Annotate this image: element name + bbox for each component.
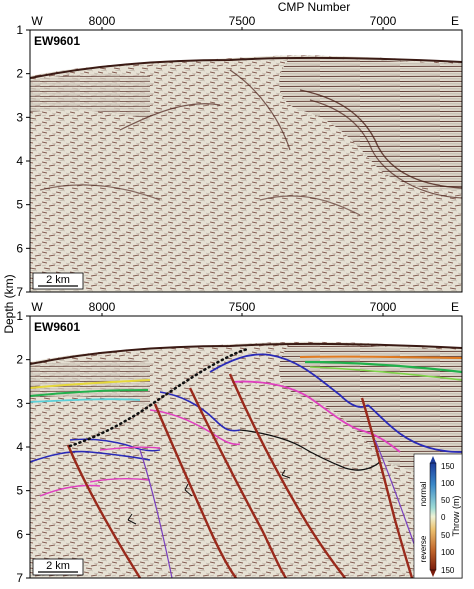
fault-lines <box>66 373 414 578</box>
west-label-bottom: W <box>31 300 43 314</box>
cmp-axis-title: CMP Number <box>278 0 350 14</box>
bottom-panel: W E 8000 7500 7000 <box>29 300 463 579</box>
horizon-blue-upper <box>209 353 369 408</box>
throw-colorbar: normal reverse 150 100 50 0 50 100 150 T… <box>413 453 463 579</box>
east-label: E <box>451 14 459 28</box>
depth-axis: Depth (km) 1 2 3 4 5 6 7 1 2 3 4 5 6 7 <box>2 23 30 585</box>
depth-bottom-tick-label-1: 1 <box>16 309 23 323</box>
svg-text:50: 50 <box>441 531 450 540</box>
horizon-orange <box>299 355 462 359</box>
depth-top-tick-label-6: 6 <box>16 241 23 255</box>
depth-axis-label: Depth (km) <box>2 274 16 333</box>
thrust-front <box>68 347 250 448</box>
cmp-tick-7500-bottom: 7500 <box>229 300 256 314</box>
depth-ticks-bottom: 1 2 3 4 5 6 7 <box>16 309 30 585</box>
horizon-cyan <box>30 398 141 403</box>
horizon-green <box>304 360 462 374</box>
horizon-black <box>239 429 381 471</box>
bottom-line-label: EW9601 <box>34 320 80 334</box>
svg-text:150: 150 <box>441 566 455 575</box>
depth-bottom-tick-label-5: 5 <box>16 484 23 498</box>
depth-top-tick-label-2: 2 <box>16 67 23 81</box>
depth-bottom-tick-label-7: 7 <box>16 571 23 585</box>
depth-ticks-top: 1 2 3 4 5 6 7 <box>16 23 30 299</box>
cmp-tick-8000: 8000 <box>89 14 116 28</box>
cmp-tick-7500: 7500 <box>229 14 256 28</box>
colorbar-reverse-label: reverse <box>419 535 428 562</box>
colorbar-title: Throw (m) <box>451 496 461 537</box>
cmp-tick-7000: 7000 <box>370 14 397 28</box>
east-label-bottom: E <box>451 300 459 314</box>
svg-text:150: 150 <box>441 462 455 471</box>
svg-text:50: 50 <box>441 496 450 505</box>
colorbar-normal-label: normal <box>419 482 428 507</box>
depth-bottom-tick-label-4: 4 <box>16 440 23 454</box>
depth-bottom-tick-label-2: 2 <box>16 353 23 367</box>
bottom-scale-bar: 2 km <box>32 558 84 576</box>
depth-top-tick-label-5: 5 <box>16 198 23 212</box>
top-scale-bar: 2 km <box>32 272 84 290</box>
depth-top-tick-label-3: 3 <box>16 110 23 124</box>
top-seismic-section <box>30 30 462 292</box>
svg-text:100: 100 <box>441 548 455 557</box>
depth-top-tick-label-4: 4 <box>16 154 23 168</box>
svg-text:0: 0 <box>441 513 446 522</box>
horizon-magenta-upper <box>231 380 401 453</box>
depth-bottom-tick-label-3: 3 <box>16 396 23 410</box>
top-panel: CMP Number W E 8000 7500 7000 EW9601 <box>29 0 463 293</box>
svg-text:2 km: 2 km <box>46 560 70 572</box>
depth-top-tick-label-7: 7 <box>16 285 23 299</box>
west-label: W <box>31 14 43 28</box>
horizon-yellow <box>30 379 151 389</box>
depth-bottom-tick-label-6: 6 <box>16 527 23 541</box>
cmp-tick-7000-bottom: 7000 <box>370 300 397 314</box>
bottom-seismic-section <box>30 316 462 578</box>
svg-text:100: 100 <box>441 479 455 488</box>
top-line-label: EW9601 <box>34 34 80 48</box>
svg-text:2 km: 2 km <box>46 274 70 286</box>
cmp-tick-8000-bottom: 8000 <box>89 300 116 314</box>
depth-top-tick-label-1: 1 <box>16 23 23 37</box>
horizon-lightgreen <box>309 366 462 381</box>
horizon-green-left <box>30 389 149 397</box>
